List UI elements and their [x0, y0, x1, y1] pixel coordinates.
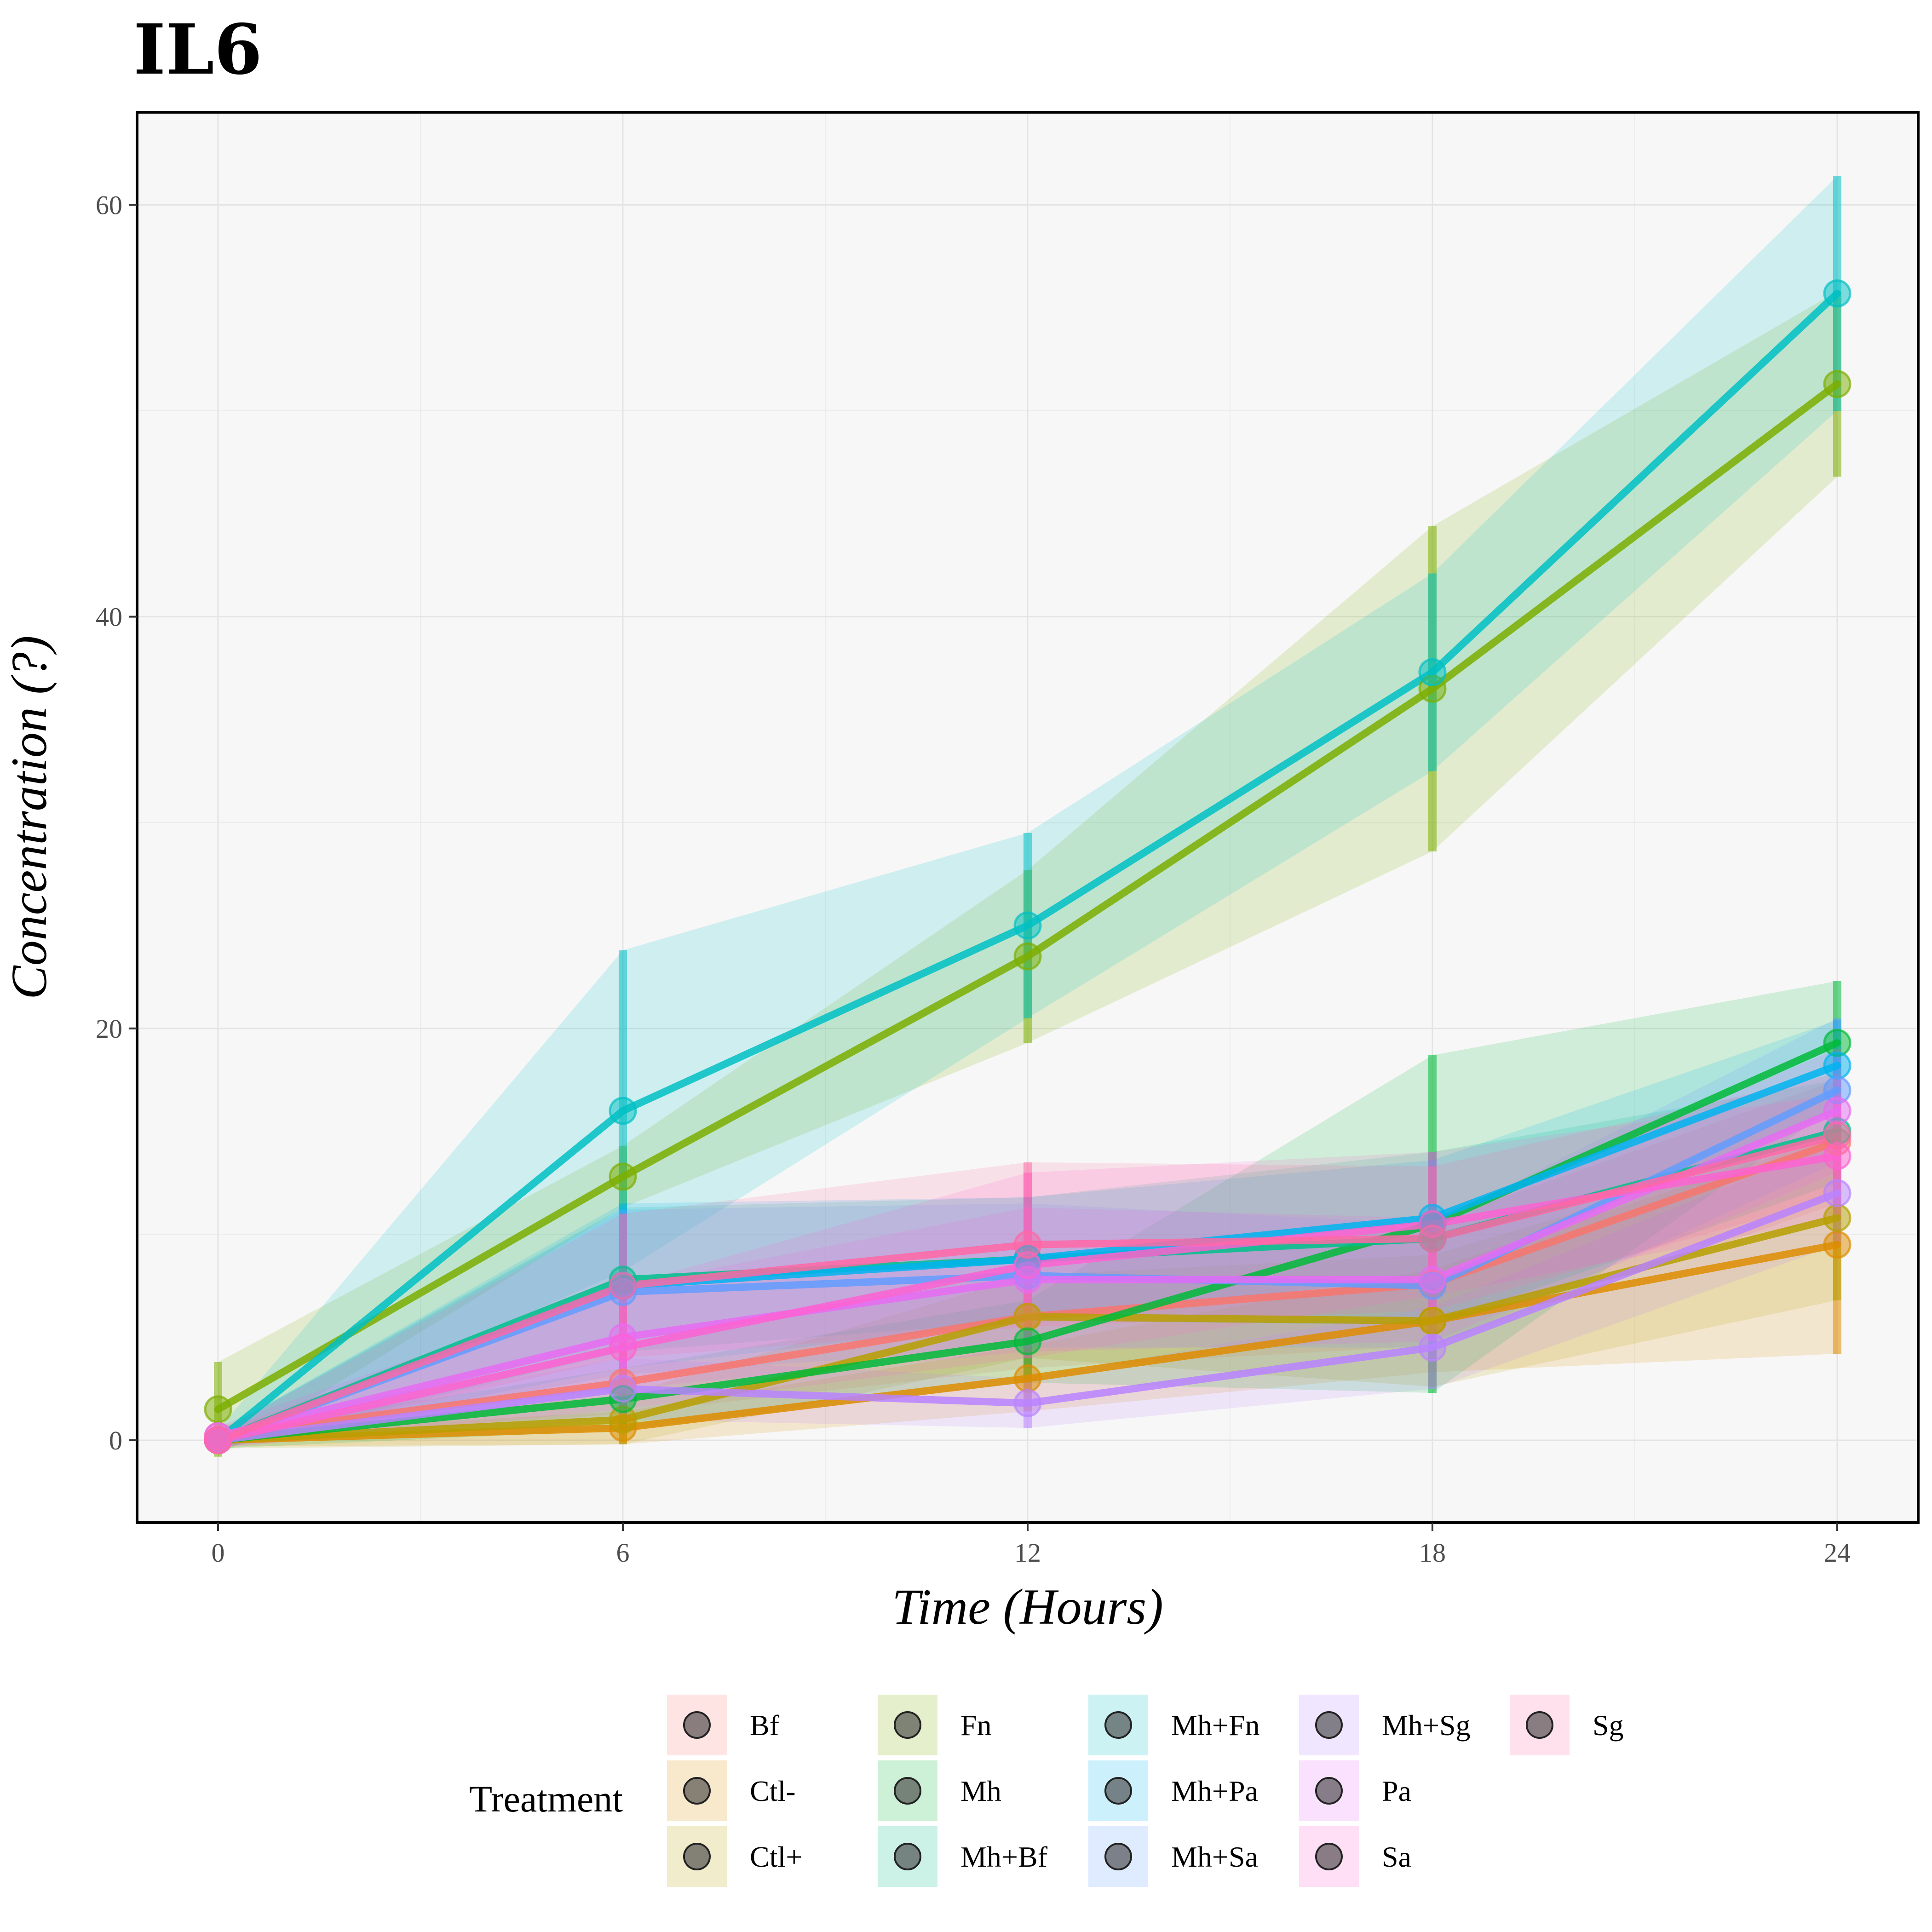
y-axis-ticks: 0 20 40 60 [96, 190, 137, 1455]
point-Ctl+ [1823, 1204, 1852, 1232]
point-Mh+Fn [1823, 279, 1852, 308]
x-tick-label: 24 [1824, 1538, 1851, 1568]
x-tick-label: 18 [1419, 1538, 1446, 1568]
point-Sg [609, 1271, 637, 1300]
point-Fn [204, 1395, 232, 1424]
point-Mh+Sg [1418, 1334, 1447, 1362]
x-tick-label: 0 [212, 1538, 225, 1568]
point-Ctl- [1013, 1364, 1042, 1393]
legend: Bf Ctl- Ctl+ Fn Mh Mh+Bf Mh+Fn Mh+Pa Mh+Sa Mh+Sg P… [667, 1695, 1624, 1887]
legend-symbol-Fn [894, 1711, 921, 1739]
point-Ctl+ [1418, 1306, 1447, 1335]
x-tick-label: 6 [616, 1538, 630, 1568]
legend-title: Treatment [469, 1778, 623, 1820]
y-tick-label: 20 [96, 1014, 122, 1044]
legend-label-Mh+Sa: Mh+Sa [1171, 1840, 1258, 1873]
legend-label-Ctl-: Ctl- [750, 1775, 796, 1807]
point-Mh+Pa [1823, 1051, 1852, 1080]
legend-symbol-Bf [683, 1711, 711, 1739]
x-tick-label: 12 [1014, 1538, 1041, 1568]
legend-symbol-Pa [1315, 1777, 1343, 1805]
point-Fn [609, 1162, 637, 1191]
legend-label-Mh+Sg: Mh+Sg [1382, 1709, 1471, 1742]
point-Mh+Fn [609, 1097, 637, 1125]
legend-symbol-Mh [894, 1777, 921, 1805]
legend-label-Pa: Pa [1382, 1775, 1411, 1807]
point-Mh+Sg [1823, 1179, 1852, 1208]
y-tick-label: 0 [109, 1426, 122, 1455]
point-Sg [204, 1426, 232, 1455]
legend-label-Mh+Pa: Mh+Pa [1171, 1775, 1258, 1807]
point-Ctl- [1823, 1230, 1852, 1259]
point-Sg [1013, 1230, 1042, 1259]
point-Fn [1013, 942, 1042, 971]
legend-label-Bf: Bf [750, 1709, 780, 1742]
legend-label-Mh: Mh [960, 1775, 1001, 1807]
point-Ctl+ [1013, 1302, 1042, 1331]
data-points [204, 279, 1852, 1455]
chart-title: IL6 [133, 9, 262, 90]
legend-symbol-Sg [1526, 1711, 1553, 1739]
y-tick-label: 60 [96, 190, 122, 220]
legend-symbol-Ctl- [683, 1777, 711, 1805]
legend-label-Mh+Fn: Mh+Fn [1171, 1709, 1260, 1742]
point-Sa [609, 1334, 637, 1362]
point-Mh+Fn [1013, 911, 1042, 940]
point-Fn [1823, 370, 1852, 398]
legend-label-Sg: Sg [1593, 1709, 1624, 1742]
legend-symbol-Mh+Sa [1104, 1843, 1132, 1870]
legend-label-Fn: Fn [960, 1709, 992, 1742]
legend-symbol-Sa [1315, 1843, 1343, 1870]
point-Pa [1823, 1097, 1852, 1125]
point-Mh+Fn [1418, 658, 1447, 686]
y-axis-title: Concentration (?) [1, 635, 57, 999]
legend-symbol-Mh+Bf [894, 1843, 921, 1870]
y-tick-label: 40 [96, 602, 122, 632]
point-Mh+Sg [609, 1374, 637, 1403]
legend-label-Sa: Sa [1382, 1840, 1411, 1873]
legend-label-Ctl+: Ctl+ [750, 1840, 802, 1873]
legend-label-Mh+Bf: Mh+Bf [960, 1840, 1048, 1873]
legend-symbol-Ctl+ [683, 1843, 711, 1870]
point-Pa [1418, 1265, 1447, 1294]
point-Mh+Sg [1013, 1389, 1042, 1417]
legend-symbol-Mh+Pa [1104, 1777, 1132, 1805]
point-Mh [1013, 1327, 1042, 1356]
x-axis-ticks: 0 6 12 18 24 [212, 1523, 1851, 1568]
legend-symbol-Mh+Sg [1315, 1711, 1343, 1739]
legend-symbol-Mh+Fn [1104, 1711, 1132, 1739]
point-Sg [1418, 1224, 1447, 1253]
point-Sg [1823, 1121, 1852, 1150]
x-axis-title: Time (Hours) [892, 1579, 1163, 1635]
